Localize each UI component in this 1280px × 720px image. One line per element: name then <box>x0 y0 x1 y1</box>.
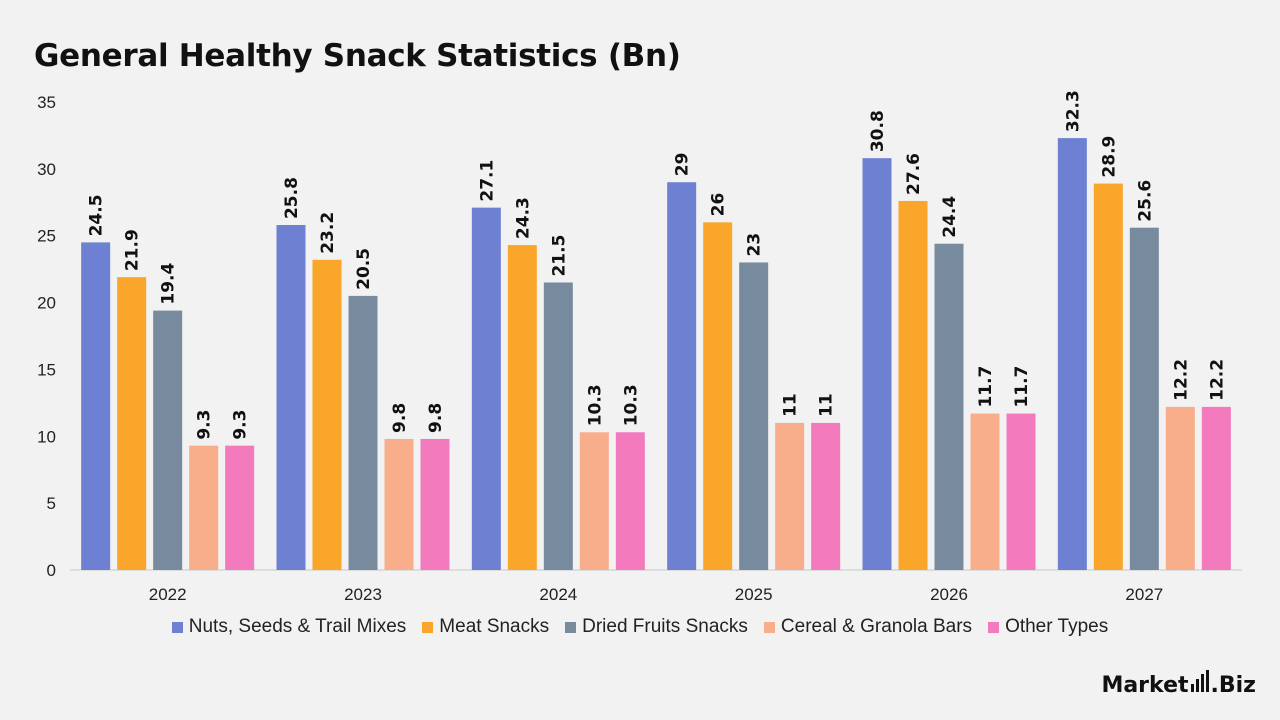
logo-text: Market <box>1101 673 1189 698</box>
legend-item: Cereal & Granola Bars <box>763 616 973 638</box>
data-label: 20.5 <box>354 248 374 290</box>
data-label: 11 <box>817 393 837 417</box>
data-label: 9.8 <box>426 403 446 433</box>
bar <box>153 310 183 570</box>
y-tick-label: 10 <box>37 427 56 446</box>
data-label: 24.3 <box>513 197 533 239</box>
legend-swatch <box>171 621 183 633</box>
bar <box>1006 413 1036 570</box>
y-tick-label: 25 <box>37 227 56 246</box>
x-tick-label: 2025 <box>735 585 773 604</box>
data-label: 24.5 <box>87 194 107 236</box>
data-label: 27.6 <box>904 153 924 195</box>
bar <box>117 277 147 570</box>
legend-label: Meat Snacks <box>439 616 550 637</box>
data-label: 19.4 <box>159 262 179 304</box>
legend-swatch <box>763 621 775 633</box>
data-label: 10.3 <box>585 384 605 426</box>
bar <box>384 438 414 570</box>
legend-label: Nuts, Seeds & Trail Mixes <box>188 616 407 637</box>
legend-swatch <box>422 621 434 633</box>
logo-bars-icon <box>1189 670 1209 692</box>
y-tick-label: 15 <box>37 360 56 379</box>
y-tick-label: 35 <box>37 93 56 112</box>
data-label: 12.2 <box>1171 359 1191 401</box>
y-tick-label: 20 <box>37 294 56 313</box>
bar <box>471 207 501 571</box>
bar <box>775 422 805 570</box>
data-label: 9.8 <box>390 403 410 433</box>
bar <box>898 200 928 570</box>
bar <box>1057 138 1087 571</box>
bar <box>1093 183 1123 570</box>
legend-label: Cereal & Granola Bars <box>780 616 973 637</box>
data-label: 23 <box>745 233 765 257</box>
bar <box>703 222 733 571</box>
data-label: 11.7 <box>976 366 996 408</box>
legend-label: Other Types <box>1005 616 1109 637</box>
bar <box>189 445 219 570</box>
data-label: 10.3 <box>621 384 641 426</box>
data-label: 32.3 <box>1063 90 1083 132</box>
data-label: 11 <box>781 393 801 417</box>
data-label: 9.3 <box>195 410 215 440</box>
legend-item: Dried Fruits Snacks <box>565 616 748 638</box>
x-tick-label: 2027 <box>1125 585 1163 604</box>
logo-suffix: .Biz <box>1210 673 1256 698</box>
data-label: 25.8 <box>282 177 302 219</box>
bar <box>420 438 450 570</box>
data-label: 12.2 <box>1207 359 1227 401</box>
bar <box>543 282 573 570</box>
chart-title: General Healthy Snack Statistics (Bn) <box>34 38 681 74</box>
bar <box>348 295 378 570</box>
bar <box>615 432 645 570</box>
x-tick-label: 2024 <box>539 585 577 604</box>
data-label: 21.5 <box>549 235 569 277</box>
chart-legend: Nuts, Seeds & Trail Mixes Meat Snacks Drie… <box>0 616 1280 638</box>
data-label: 11.7 <box>1012 366 1032 408</box>
y-tick-label: 5 <box>47 494 56 513</box>
bar <box>312 259 342 570</box>
bar <box>1201 406 1231 570</box>
data-label: 29 <box>673 153 693 177</box>
data-label: 21.9 <box>123 229 143 271</box>
y-tick-label: 0 <box>47 561 56 580</box>
data-label: 9.3 <box>231 410 251 440</box>
bar <box>276 225 306 570</box>
x-tick-label: 2023 <box>344 585 382 604</box>
legend-item: Nuts, Seeds & Trail Mixes <box>171 616 407 638</box>
data-label: 28.9 <box>1099 136 1119 178</box>
data-label: 26 <box>709 193 729 217</box>
bar <box>811 422 841 570</box>
legend-swatch <box>565 621 577 633</box>
marketbiz-logo: Market .Biz <box>1101 670 1256 698</box>
bar <box>667 182 697 570</box>
legend-item: Meat Snacks <box>422 616 549 638</box>
bar <box>862 158 892 570</box>
data-label: 27.1 <box>477 160 497 202</box>
legend-swatch <box>988 621 1000 633</box>
bar <box>1129 227 1159 571</box>
legend-label: Dried Fruits Snacks <box>582 616 748 637</box>
bar <box>81 242 111 570</box>
bar <box>739 262 769 570</box>
bar <box>507 245 537 570</box>
data-label: 25.6 <box>1135 180 1155 222</box>
data-label: 23.2 <box>318 212 338 254</box>
bar <box>1165 406 1195 570</box>
bar <box>579 432 609 570</box>
data-label: 30.8 <box>868 110 888 152</box>
x-tick-label: 2026 <box>930 585 968 604</box>
legend-item: Other Types <box>988 616 1108 638</box>
x-tick-label: 2022 <box>149 585 187 604</box>
y-tick-label: 30 <box>37 160 56 179</box>
bar <box>934 243 964 571</box>
bar <box>225 445 255 570</box>
bar <box>970 413 1000 570</box>
data-label: 24.4 <box>940 196 960 238</box>
